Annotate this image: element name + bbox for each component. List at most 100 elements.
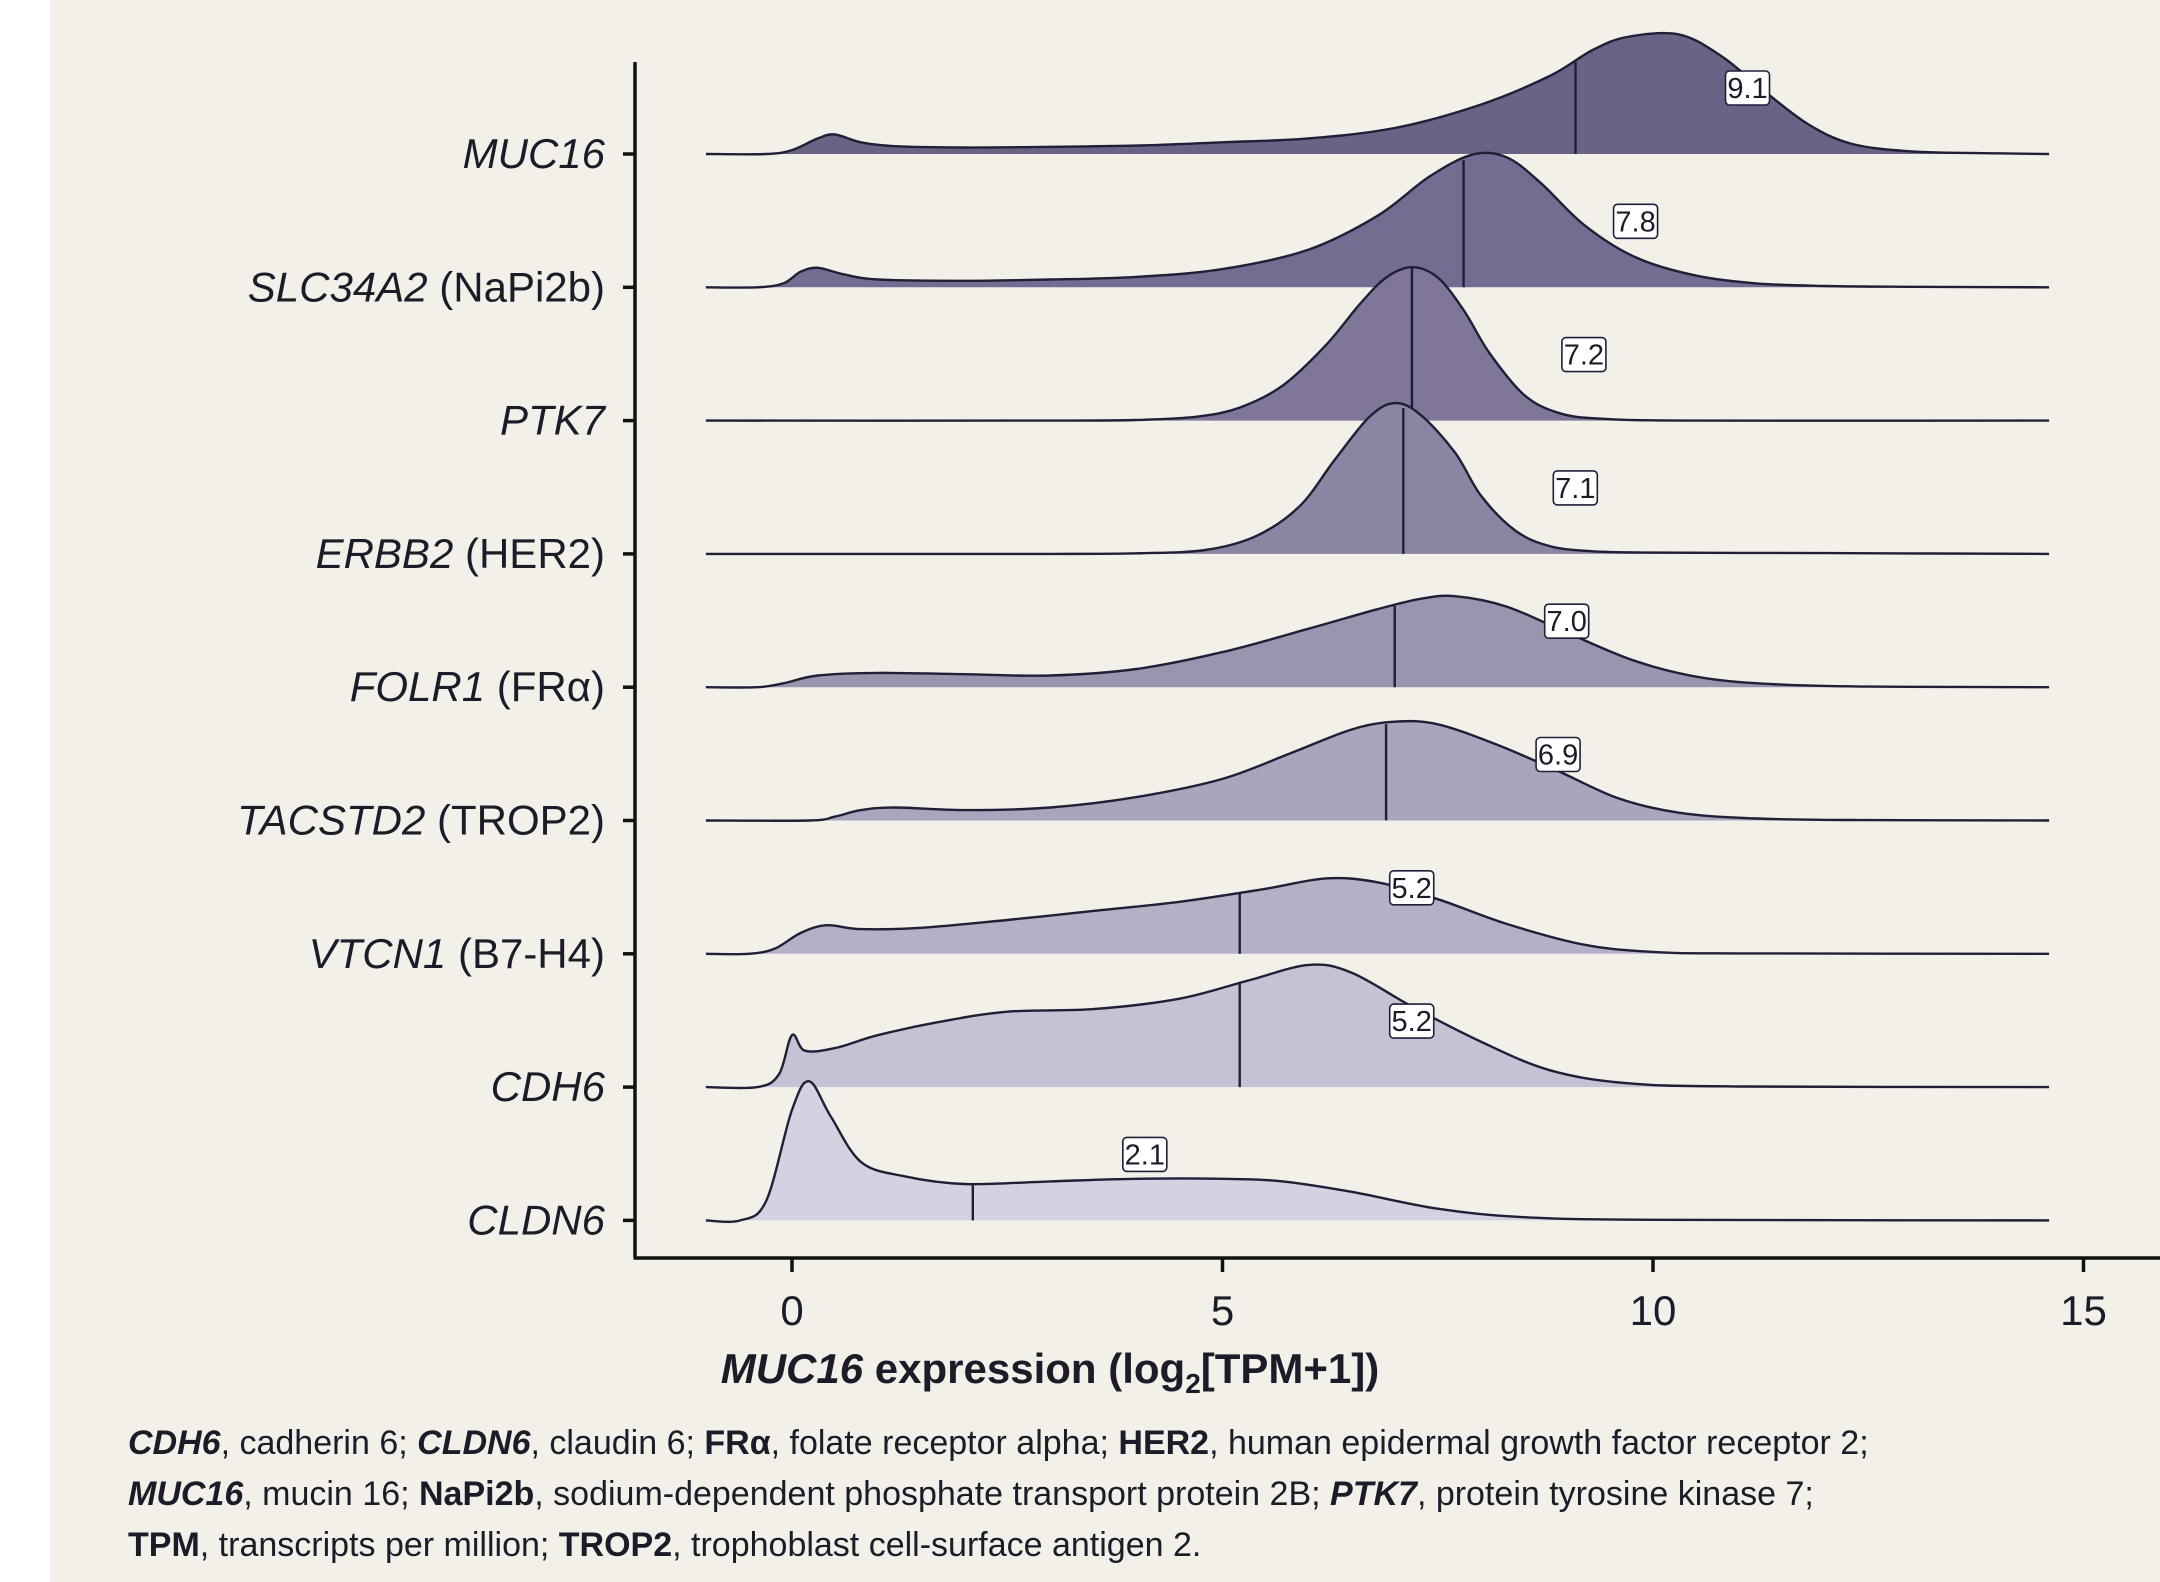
density-outline-folr1 [705, 594, 2050, 689]
median-label-box [1612, 203, 1659, 240]
median-label-text: 7.2 [1564, 340, 1604, 372]
density-outline-tacstd2 [705, 719, 2050, 822]
x-tick-label-15: 15 [2060, 1287, 2107, 1334]
median-label-box [1552, 470, 1599, 506]
footnote-def-trop2: , trophoblast cell-surface antigen 2. [672, 1526, 1202, 1564]
median-label-vtcn1: 5.2 [1388, 869, 1435, 906]
density-area-cdh6 [705, 964, 2050, 1089]
y-tick-gene: VTCN1 [309, 930, 447, 977]
figure-panel: 9.1 7.8 7.2 7.1 7.0 6.9 5.2 5.2 2.1 MUC16 SLC34A2… [50, 0, 2160, 1582]
median-label-erbb2: 7.1 [1552, 470, 1599, 506]
ridge-slc34a2: 7.8 [705, 151, 2050, 289]
median-label-slc34a2: 7.8 [1612, 203, 1659, 240]
density-area-folr1 [705, 595, 2050, 688]
footnote-def-fra: , folate receptor alpha; [770, 1424, 1119, 1462]
y-tick-label-slc34a2: SLC34A2 (NaPi2b) [248, 263, 605, 310]
density-outline-cdh6 [705, 963, 2050, 1090]
y-tick-gene: CDH6 [491, 1063, 606, 1110]
ridge-erbb2: 7.1 [705, 401, 2050, 556]
x-axis-label-unit: [TPM+1]) [1201, 1345, 1380, 1392]
median-label-box [1388, 869, 1435, 906]
y-tick-label-ptk7: PTK7 [500, 397, 607, 444]
footnote-term-trop2: TROP2 [558, 1526, 673, 1564]
median-label-folr1: 7.0 [1543, 603, 1590, 640]
density-area-cldn6 [705, 1081, 2050, 1222]
y-tick-gene: ERBB2 [316, 530, 454, 577]
y-tick-label-muc16: MUC16 [463, 130, 606, 177]
ridge-cldn6: 2.1 [705, 1080, 2050, 1224]
x-axis-label-text: expression (log [863, 1345, 1185, 1392]
ridgeline-chart: 9.1 7.8 7.2 7.1 7.0 6.9 5.2 5.2 2.1 MUC16 SLC34A2… [237, 31, 2160, 1399]
y-tick-gene: FOLR1 [350, 663, 485, 710]
y-tick-alias: (HER2) [453, 530, 605, 577]
density-area-ptk7 [705, 267, 2050, 421]
density-area-tacstd2 [705, 721, 2050, 821]
footnote-term-tpm: TPM [128, 1526, 200, 1564]
y-tick-label-erbb2: ERBB2 (HER2) [316, 530, 605, 577]
footnote-def-cldn6: , claudin 6; [530, 1424, 705, 1462]
axes-group: MUC16 SLC34A2 (NaPi2b) PTK7 ERBB2 (HER2) FOL… [237, 62, 2160, 1334]
y-tick-label-vtcn1: VTCN1 (B7-H4) [309, 930, 605, 977]
median-label-text: 5.2 [1392, 873, 1432, 905]
ridge-vtcn1: 5.2 [705, 869, 2050, 956]
median-label-text: 7.1 [1555, 473, 1595, 505]
y-tick-label-cdh6: CDH6 [491, 1063, 606, 1110]
ridge-muc16: 9.1 [705, 31, 2050, 156]
y-tick-gene: SLC34A2 [248, 263, 428, 310]
y-tick-label-tacstd2: TACSTD2 (TROP2) [237, 797, 605, 844]
footnote-term-her2: HER2 [1118, 1424, 1210, 1462]
x-axis-label: MUC16 expression (log2[TPM+1]) [721, 1345, 1380, 1399]
footnote: CDH6, cadherin 6; CLDN6, claudin 6; FRα,… [128, 1418, 2138, 1571]
median-label-ptk7: 7.2 [1561, 336, 1607, 373]
density-outline-ptk7 [705, 265, 2050, 422]
x-tick-label-0: 0 [780, 1287, 803, 1334]
footnote-def-muc16: , mucin 16; [243, 1475, 419, 1513]
median-label-text: 2.1 [1125, 1139, 1165, 1171]
x-tick-label-5: 5 [1211, 1287, 1234, 1334]
footnote-term-cdh6: CDH6 [128, 1424, 221, 1462]
density-area-erbb2 [705, 403, 2050, 554]
density-outline-vtcn1 [705, 876, 2050, 956]
y-tick-gene: MUC16 [463, 130, 606, 177]
median-label-text: 6.9 [1538, 740, 1578, 772]
footnote-term-fra: FRα [704, 1424, 771, 1462]
ridge-cdh6: 5.2 [705, 963, 2050, 1090]
y-tick-label-cldn6: CLDN6 [467, 1196, 605, 1243]
x-axis-label-gene: MUC16 [721, 1345, 864, 1392]
density-area-vtcn1 [705, 878, 2050, 955]
footnote-term-cldn6: CLDN6 [417, 1424, 531, 1462]
y-tick-alias: (B7-H4) [446, 930, 605, 977]
median-label-box [1388, 1003, 1435, 1039]
ridge-ptk7: 7.2 [705, 265, 2050, 422]
footnote-term-napi2b: NaPi2b [419, 1475, 535, 1513]
y-tick-alias: (TROP2) [425, 797, 605, 844]
y-tick-alias: (FRα) [485, 663, 605, 710]
footnote-term-ptk7: PTK7 [1330, 1475, 1417, 1513]
x-axis-label-subscript: 2 [1185, 1368, 1201, 1399]
density-outline-muc16 [705, 31, 2050, 156]
x-tick-label-10: 10 [1630, 1287, 1677, 1334]
median-label-cldn6: 2.1 [1122, 1136, 1168, 1173]
median-label-cdh6: 5.2 [1388, 1003, 1435, 1039]
density-outline-erbb2 [705, 401, 2050, 556]
footnote-def-her2: , human epidermal growth factor receptor… [1209, 1424, 1869, 1462]
median-label-text: 9.1 [1727, 73, 1767, 105]
median-label-text: 5.2 [1392, 1006, 1432, 1038]
density-area-muc16 [705, 33, 2050, 155]
y-tick-gene: PTK7 [500, 397, 607, 444]
y-tick-label-folr1: FOLR1 (FRα) [350, 663, 605, 710]
y-tick-gene: CLDN6 [467, 1196, 605, 1243]
footnote-def-tpm: , transcripts per million; [199, 1526, 559, 1564]
ridge-folr1: 7.0 [705, 594, 2050, 689]
footnote-def-napi2b: , sodium-dependent phosphate transport p… [534, 1475, 1331, 1513]
y-tick-gene: TACSTD2 [237, 797, 425, 844]
median-label-box [1543, 603, 1590, 640]
density-outline-cldn6 [705, 1080, 2050, 1224]
density-area-slc34a2 [705, 152, 2050, 288]
ridges-group: 9.1 7.8 7.2 7.1 7.0 6.9 5.2 5.2 2.1 [705, 31, 2050, 1224]
median-label-box [1561, 336, 1607, 373]
footnote-def-ptk7: , protein tyrosine kinase 7; [1416, 1475, 1814, 1513]
median-label-text: 7.0 [1547, 606, 1587, 638]
median-label-box [1535, 736, 1581, 773]
median-label-box [1724, 70, 1771, 106]
